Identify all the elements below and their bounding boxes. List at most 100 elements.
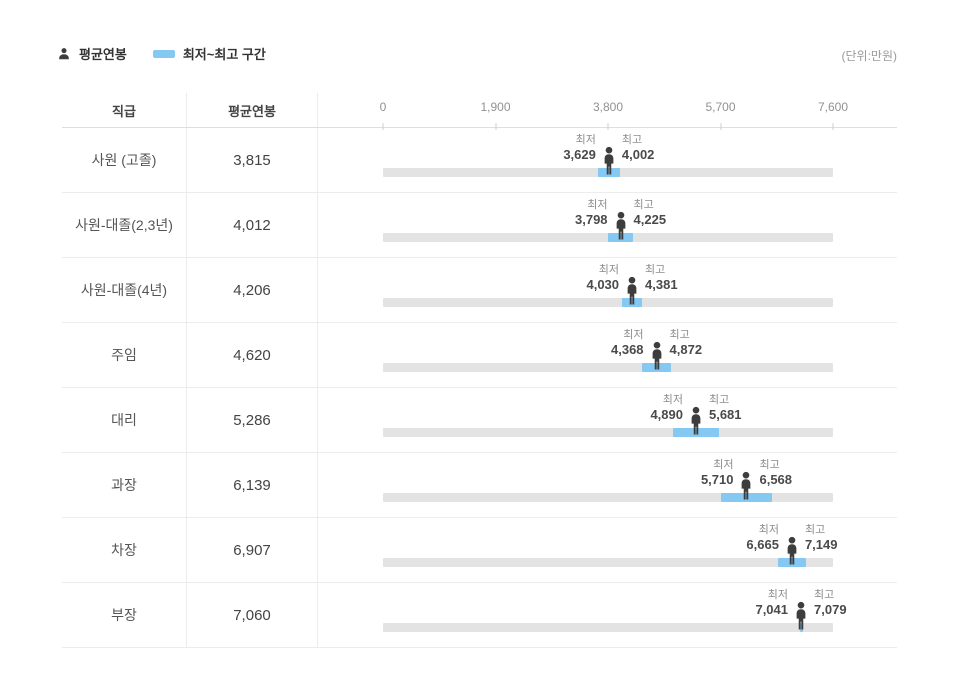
row-plot: 최저 4,030 최고 4,381 [383, 258, 833, 322]
table-row: 차장 6,907 최저 6,665 최고 7,149 [62, 518, 897, 583]
max-value: 7,079 [814, 602, 847, 618]
row-plot: 최저 7,041 최고 7,079 [383, 583, 847, 647]
position-cell: 사원 (고졸) [62, 128, 187, 192]
unit-label: (단위:만원) [841, 49, 898, 63]
average-person-icon [791, 601, 812, 630]
average-cell: 5,286 [187, 388, 318, 452]
min-value-block: 최저 4,368 [611, 328, 644, 359]
axis-tick-label: 0 [379, 100, 387, 114]
salary-axis-track [383, 558, 833, 567]
table-row: 사원-대졸(2,3년) 4,012 최저 3,798 최고 4,225 [62, 193, 897, 258]
average-cell: 3,815 [187, 128, 318, 192]
min-value-block: 최저 6,665 [746, 523, 779, 554]
position-cell: 주임 [62, 323, 187, 387]
max-value: 4,002 [621, 147, 655, 163]
legend-item-average: 평균연봉 [57, 44, 127, 63]
axis-tick-mark [382, 123, 384, 130]
max-label: 최고 [621, 133, 643, 146]
chart-cell: 최저 5,710 최고 6,568 [318, 453, 897, 517]
position-cell: 사원-대졸(4년) [62, 258, 187, 322]
min-max-range-bar [621, 298, 643, 307]
header-average: 평균연봉 [187, 93, 318, 127]
position-cell: 대리 [62, 388, 187, 452]
average-cell: 6,139 [187, 453, 318, 517]
average-person-icon [646, 341, 667, 370]
chart-cell: 최저 3,798 최고 4,225 [318, 193, 897, 257]
table-row: 사원-대졸(4년) 4,206 최저 4,030 최고 4,381 [62, 258, 897, 323]
table-row: 주임 4,620 최저 4,368 최고 4,872 [62, 323, 897, 388]
salary-axis-track [383, 623, 833, 632]
row-plot: 최저 5,710 최고 6,568 [383, 453, 833, 517]
min-max-range-bar [641, 363, 672, 372]
max-value-block: 최고 5,681 [709, 393, 742, 424]
legend-range-label: 최저~최고 구간 [182, 47, 266, 62]
axis-tick-mark [495, 123, 496, 130]
max-value-block: 최고 4,225 [634, 198, 667, 229]
min-value: 7,041 [755, 602, 789, 618]
min-value: 4,368 [611, 342, 644, 358]
max-label: 최고 [759, 458, 780, 471]
max-label: 최고 [804, 523, 826, 536]
chart-cell: 최저 4,368 최고 4,872 [318, 323, 897, 387]
salary-axis-track [383, 428, 833, 437]
min-value: 6,665 [746, 537, 779, 553]
range-swatch-icon [152, 49, 175, 58]
min-value: 4,890 [650, 407, 683, 423]
salary-axis-track [383, 363, 833, 372]
min-max-range-bar [777, 558, 807, 567]
min-max-range-bar [721, 493, 772, 502]
min-max-range-bar [607, 233, 634, 242]
header-position: 직급 [62, 93, 187, 127]
min-value-block: 최저 4,030 [586, 263, 619, 294]
min-value-block: 최저 3,798 [575, 198, 608, 229]
average-cell: 4,206 [187, 258, 318, 322]
max-value-block: 최고 4,002 [622, 133, 655, 164]
legend-average-label: 평균연봉 [79, 47, 127, 62]
legend: 평균연봉 최저~최고 구간 [57, 44, 266, 63]
average-person-icon [598, 146, 619, 175]
max-value-block: 최고 7,149 [805, 523, 838, 554]
min-label: 최저 [662, 393, 683, 406]
chart-cell: 최저 4,030 최고 4,381 [318, 258, 897, 322]
chart-cell: 최저 7,041 최고 7,079 [318, 583, 897, 647]
min-label: 최저 [623, 328, 644, 341]
min-value: 3,798 [575, 212, 608, 228]
min-label: 최저 [758, 523, 779, 536]
min-value-block: 최저 5,710 [701, 458, 734, 489]
row-plot: 최저 3,798 최고 4,225 [383, 193, 833, 257]
max-value: 5,681 [708, 407, 742, 423]
max-label: 최고 [814, 588, 835, 601]
max-value-block: 최고 4,872 [670, 328, 703, 359]
max-value: 6,568 [759, 472, 793, 488]
axis-tick-mark [720, 123, 721, 130]
min-label: 최저 [767, 588, 789, 601]
person-bust-icon [57, 47, 71, 61]
axis-header-plot: 0 1,900 3,800 5,700 7,600 [379, 93, 848, 130]
table-row: 사원 (고졸) 3,815 최저 3,629 최고 4,002 [62, 128, 897, 193]
position-cell: 부장 [62, 583, 187, 647]
max-value: 4,872 [669, 342, 703, 358]
max-label: 최고 [669, 328, 690, 341]
table-header-row: 직급 평균연봉 0 1,900 3,800 5,700 7,600 [62, 93, 897, 130]
min-value: 3,629 [563, 147, 596, 163]
chart-cell: 최저 4,890 최고 5,681 [318, 388, 897, 452]
row-plot: 최저 3,629 최고 4,002 [383, 128, 833, 192]
min-max-range-bar [672, 428, 720, 437]
max-value: 7,149 [804, 537, 838, 553]
max-value-block: 최고 4,381 [645, 263, 678, 294]
max-value-block: 최고 6,568 [759, 458, 792, 489]
max-label: 최고 [633, 198, 654, 211]
legend-item-range: 최저~최고 구간 [152, 44, 266, 63]
axis-tick-label: 5,700 [705, 100, 736, 114]
average-person-icon [781, 536, 802, 565]
min-value-block: 최저 7,041 [755, 588, 788, 619]
min-value-block: 최저 3,629 [563, 133, 596, 164]
row-plot: 최저 4,890 최고 5,681 [383, 388, 833, 452]
chart-cell: 최저 6,665 최고 7,149 [318, 518, 897, 582]
max-label: 최고 [645, 263, 666, 276]
table-row: 부장 7,060 최저 7,041 최고 7,079 [62, 583, 897, 648]
min-label: 최저 [575, 133, 596, 146]
salary-axis-track [383, 493, 833, 502]
min-value: 5,710 [700, 472, 734, 488]
